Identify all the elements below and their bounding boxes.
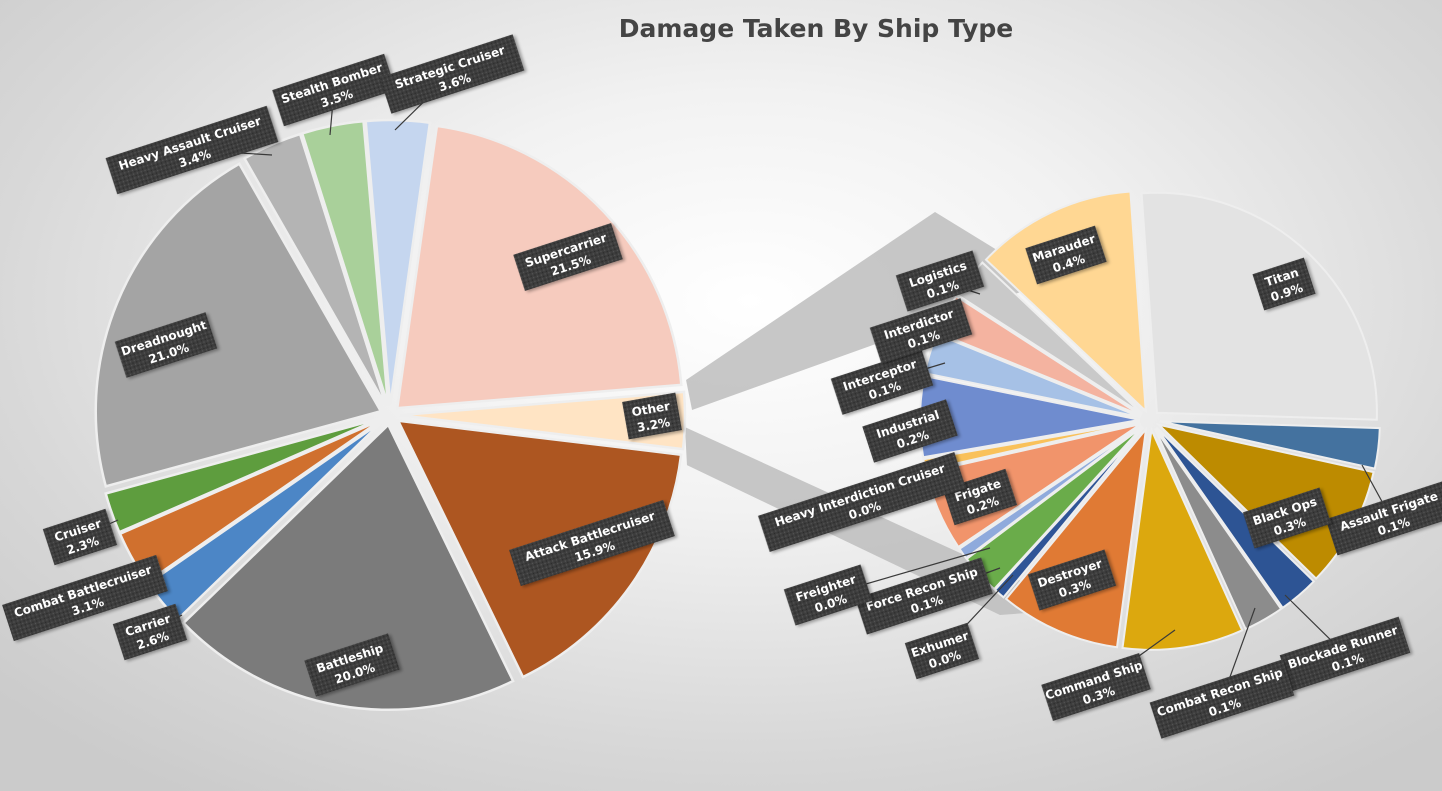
label-box <box>783 564 873 626</box>
label-box <box>1252 257 1316 311</box>
label-box <box>379 34 525 114</box>
slice-stealth-bomber <box>300 119 390 406</box>
label-box <box>1242 487 1332 549</box>
slice-heavy-assault-cruiser <box>242 132 388 407</box>
label-box <box>1149 659 1295 739</box>
label-box <box>114 312 218 378</box>
label-box <box>272 53 396 127</box>
label-box <box>509 499 675 587</box>
slice-strategic-cruiser <box>364 118 432 406</box>
label-box <box>1027 549 1117 611</box>
label-box <box>904 622 980 680</box>
label-box <box>830 349 934 415</box>
label-box <box>1041 653 1151 721</box>
secondary-pie <box>919 190 1381 651</box>
label-box <box>895 250 985 312</box>
slice-other <box>399 390 687 451</box>
slice-assault-frigate <box>1159 420 1381 470</box>
primary-pie <box>94 118 687 711</box>
slice-marauder <box>984 190 1147 414</box>
label-box <box>513 223 623 291</box>
slice-dreadnought <box>94 162 383 488</box>
label-box <box>1279 616 1411 692</box>
label-category: Other <box>631 399 671 419</box>
slice-command-ship <box>1121 426 1244 651</box>
label-percent: 3.2% <box>636 415 671 435</box>
label-box <box>869 298 973 364</box>
chart-title: Damage Taken By Ship Type <box>618 14 1014 43</box>
label-box <box>304 633 400 697</box>
label-box <box>105 105 279 195</box>
label-box <box>1025 225 1107 285</box>
label-box <box>1325 480 1442 556</box>
label-box <box>622 392 682 440</box>
slice-titan <box>1140 191 1378 421</box>
slice-battleship <box>181 422 515 711</box>
slice-exhumer <box>993 426 1145 599</box>
label-box <box>42 508 118 566</box>
label-box <box>2 554 168 642</box>
slice-freighter <box>958 424 1143 560</box>
label-box <box>862 399 958 463</box>
slice-cruiser <box>104 417 382 534</box>
slice-blockade-runner <box>1155 426 1316 610</box>
label-box <box>855 557 993 635</box>
label-box <box>112 603 188 661</box>
slice-combat-recon-ship <box>1154 428 1283 631</box>
label-box <box>757 452 967 552</box>
label-box <box>942 468 1018 526</box>
